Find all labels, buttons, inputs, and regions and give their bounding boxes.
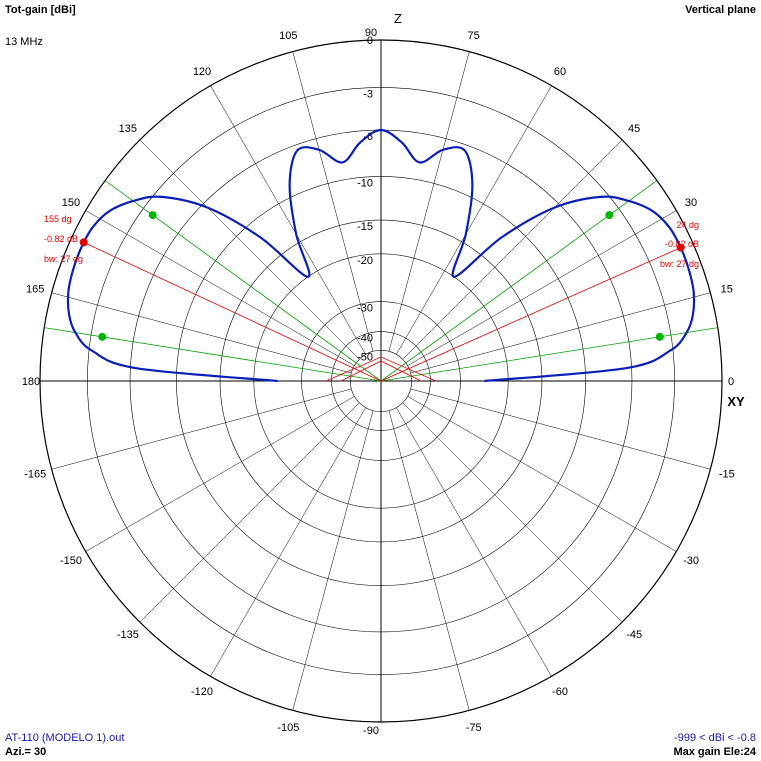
half-power-marker	[655, 332, 664, 341]
ring-db-label: -15	[357, 221, 373, 233]
grid-spoke	[407, 210, 677, 366]
angle-tick-label: 120	[193, 66, 211, 78]
max-gain-line	[83, 241, 382, 382]
angle-tick-label: 30	[685, 197, 697, 209]
max-gain-label: Max gain Ele:24	[673, 746, 756, 758]
filename-label: AT-110 (MODELO 1).out	[5, 732, 125, 744]
angle-tick-label: 75	[468, 30, 480, 42]
angle-tick-label: 45	[628, 123, 640, 135]
angle-tick-label: -120	[191, 686, 213, 698]
max-gain-annotation-left: -0.82 dB	[44, 234, 78, 244]
max-gain-annotation-right: 24 dg	[676, 220, 699, 230]
angle-tick-label: 105	[279, 30, 297, 42]
half-power-line	[380, 180, 658, 382]
max-gain-line	[380, 247, 681, 382]
angle-tick-label: 90	[365, 27, 377, 39]
angle-tick-label: 180	[22, 376, 40, 388]
grid-spoke	[292, 51, 374, 352]
grid-spoke	[388, 410, 470, 711]
ring-db-label: -20	[357, 255, 373, 267]
grid-spoke	[210, 85, 366, 355]
angle-tick-label: 0	[728, 376, 734, 388]
ring-db-label: -10	[357, 177, 373, 189]
grid-spoke	[407, 396, 677, 552]
plane-label: Vertical plane	[685, 4, 756, 16]
angle-tick-label: -75	[466, 722, 482, 734]
max-gain-annotation-left: 155 dg	[44, 214, 72, 224]
grid-spoke	[292, 410, 374, 711]
frequency-label: 13 MHz	[5, 36, 43, 48]
grid-spoke	[396, 407, 552, 677]
grid-spoke	[85, 210, 355, 366]
angle-tick-label: 135	[119, 123, 137, 135]
grid-spoke	[402, 139, 623, 360]
xy-axis-label: XY	[727, 394, 745, 409]
grid-spoke	[51, 292, 352, 374]
grid-spoke	[402, 402, 623, 623]
angle-tick-label: -105	[277, 722, 299, 734]
max-gain-annotation-right: bw: 27 dg	[660, 259, 699, 269]
chart-title: Tot-gain [dBi]	[5, 4, 76, 16]
ring-db-label: 0	[367, 35, 373, 47]
half-power-marker	[605, 211, 614, 220]
grid-spoke	[139, 139, 360, 360]
half-power-line	[104, 180, 382, 382]
angle-tick-label: 15	[721, 283, 733, 295]
angle-tick-label: -60	[552, 686, 568, 698]
radiation-pattern	[66, 128, 696, 383]
angle-tick-label: -165	[24, 469, 46, 481]
ring-db-label: -50	[357, 351, 373, 363]
z-axis-label: Z	[394, 11, 402, 26]
angle-tick-label: 165	[26, 283, 44, 295]
angle-tick-label: -90	[363, 725, 379, 737]
angle-tick-label: -135	[117, 629, 139, 641]
angle-tick-label: 60	[554, 66, 566, 78]
max-gain-annotation-left: bw: 27 dg	[44, 254, 83, 264]
grid-spoke	[396, 85, 552, 355]
max-gain-annotation-right: -0.82 dB	[665, 239, 699, 249]
angle-tick-label: 150	[62, 197, 80, 209]
grid-spoke	[51, 388, 352, 470]
gain-range-label: -999 < dBi < -0.8	[674, 732, 756, 744]
grid-spoke	[410, 388, 711, 470]
max-gain-marker	[79, 238, 88, 247]
ring-db-label: -30	[357, 303, 373, 315]
grid-spoke	[388, 51, 470, 352]
azimuth-label: Azi.= 30	[5, 746, 47, 758]
grid-spoke	[210, 407, 366, 677]
center-beam-triangle	[340, 360, 422, 382]
ring-db-label: -3	[363, 88, 373, 100]
max-gain-marker	[676, 243, 685, 252]
grid-spoke	[139, 402, 360, 623]
grid-spoke	[85, 396, 355, 552]
angle-tick-label: -15	[719, 469, 735, 481]
angle-tick-label: -30	[683, 555, 699, 567]
ring-db-label: -40	[357, 333, 373, 345]
half-power-marker	[148, 211, 157, 220]
angle-tick-label: -150	[60, 555, 82, 567]
angle-tick-label: -45	[626, 629, 642, 641]
grid-spoke	[410, 292, 711, 374]
center-beam-triangle	[325, 356, 437, 382]
half-power-marker	[98, 332, 107, 341]
